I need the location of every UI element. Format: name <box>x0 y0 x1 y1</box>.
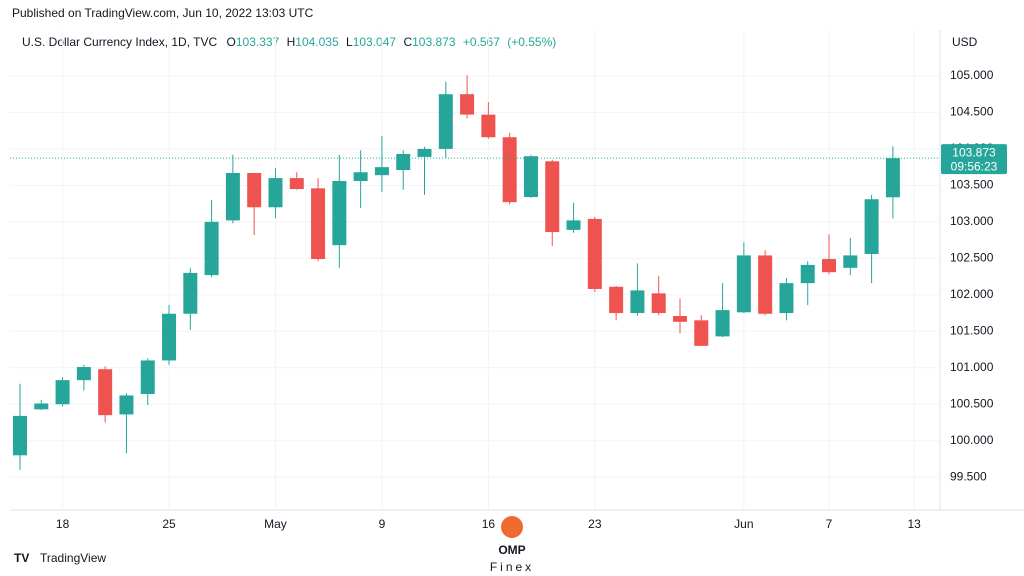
x-tick-label: 18 <box>56 517 70 531</box>
candle-body <box>396 154 411 171</box>
candle-body <box>76 367 91 381</box>
ohlc-value: 103.047 <box>353 35 397 49</box>
candle-body <box>98 369 113 416</box>
candle-body <box>247 172 262 208</box>
candle-body <box>630 290 645 314</box>
change-pct: (+0.55%) <box>507 35 556 49</box>
watermark-sub: Finex <box>490 560 534 574</box>
candle-body <box>758 255 773 314</box>
countdown: 09:56:23 <box>951 159 998 173</box>
candle-body <box>140 360 155 395</box>
brand-logo: TV <box>14 551 29 565</box>
y-tick-label: 102.500 <box>950 251 994 265</box>
candle-body <box>843 255 858 268</box>
candle-body <box>204 221 219 276</box>
chart-legend: U.S. Dollar Currency Index, 1D, TVC O103… <box>22 35 556 49</box>
y-tick-label: 101.000 <box>950 360 994 374</box>
ohlc-label: O <box>227 35 236 49</box>
ohlc-label: C <box>403 35 412 49</box>
watermark-text: OMP <box>498 543 525 557</box>
candle-body <box>779 283 794 314</box>
watermark: OMP Finex <box>490 516 534 574</box>
candle-body <box>523 156 538 198</box>
published-line: Published on TradingView.com, Jun 10, 20… <box>12 6 314 20</box>
candle-body <box>800 264 815 284</box>
y-tick-label: 99.500 <box>950 469 987 483</box>
x-tick-label: 7 <box>826 517 833 531</box>
currency: USD <box>952 35 978 49</box>
candle-body <box>268 178 283 208</box>
candle-body <box>34 403 49 410</box>
brand-name: TradingView <box>40 551 106 565</box>
y-tick-label: 100.000 <box>950 433 994 447</box>
y-tick-label: 104.500 <box>950 105 994 119</box>
candle-body <box>438 94 453 149</box>
ohlc-label: H <box>287 35 296 49</box>
x-tick-label: Jun <box>734 517 753 531</box>
last-price-tag <box>941 144 1007 175</box>
candle-body <box>672 315 687 322</box>
watermark-icon <box>501 516 523 538</box>
ohlc-value: 103.337 <box>236 35 280 49</box>
y-tick-label: 100.500 <box>950 396 994 410</box>
candle-body <box>864 199 879 254</box>
x-tick-label: 23 <box>588 517 602 531</box>
candle-body <box>183 272 198 314</box>
y-tick-label: 103.500 <box>950 178 994 192</box>
candle-body <box>119 395 134 415</box>
candle-body <box>332 181 347 246</box>
candle-body <box>566 220 581 230</box>
candle-body <box>651 293 666 314</box>
candle-body <box>502 137 517 203</box>
ohlc-value: 103.873 <box>412 35 456 49</box>
candle-body <box>225 172 240 221</box>
candle-body <box>694 320 709 346</box>
candle-body <box>374 167 389 176</box>
ohlc-value: 104.035 <box>295 35 339 49</box>
x-tick-label: May <box>264 517 287 531</box>
candle-body <box>55 380 70 405</box>
y-tick-label: 101.500 <box>950 323 994 337</box>
y-tick-label: 102.000 <box>950 287 994 301</box>
footer-brand: TV TradingView <box>14 551 106 565</box>
chart-title: U.S. Dollar Currency Index, 1D, TVC <box>22 35 218 49</box>
last-price-label: 103.873 <box>952 145 996 159</box>
candle-body <box>353 172 368 182</box>
candle-body <box>481 114 496 138</box>
candle-body <box>13 415 27 456</box>
y-tick-label: 103.000 <box>950 214 994 228</box>
x-tick-label: 16 <box>482 517 496 531</box>
candle-body <box>289 178 304 190</box>
ohlc-label: L <box>346 35 353 49</box>
candle-body <box>736 255 751 313</box>
candle-body <box>417 148 432 157</box>
candle-body <box>162 313 177 361</box>
candle-body <box>885 158 900 198</box>
change: +0.567 <box>463 35 500 49</box>
candle-body <box>609 286 624 314</box>
candle-body <box>587 218 602 289</box>
x-tick-label: 9 <box>379 517 386 531</box>
candle-body <box>545 161 560 233</box>
x-tick-label: 13 <box>908 517 922 531</box>
candle-body <box>460 94 475 115</box>
candle-body <box>715 310 730 337</box>
candle-body <box>822 259 837 273</box>
candle-body <box>311 188 326 260</box>
x-tick-label: 25 <box>162 517 176 531</box>
grid <box>10 30 940 510</box>
y-tick-label: 105.000 <box>950 68 994 82</box>
